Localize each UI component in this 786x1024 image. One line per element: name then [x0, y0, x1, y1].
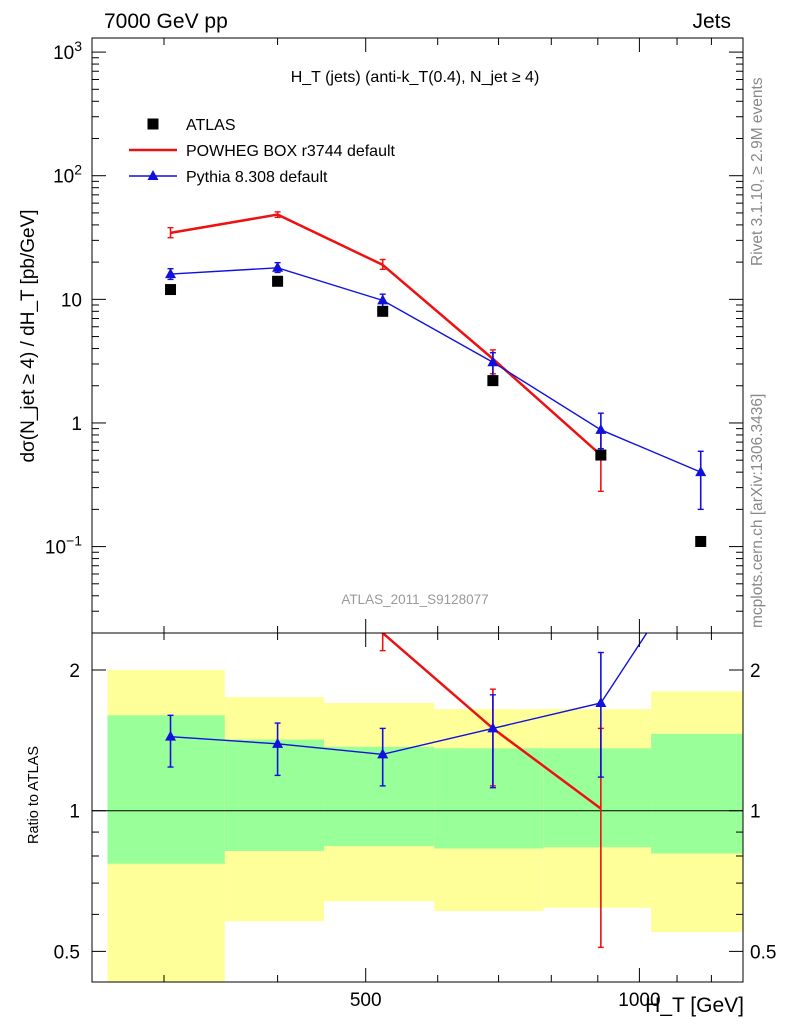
ratio-panel — [92, 633, 743, 982]
series-line — [170, 213, 602, 456]
uncertainty-band-inner — [224, 739, 325, 851]
x-axis-label: H_T [GeV] — [645, 994, 744, 1017]
y-tick-label: 10−1 — [45, 533, 82, 559]
atlas-data-point — [272, 275, 284, 287]
triangle-marker — [487, 356, 499, 367]
legend-label: ATLAS — [186, 117, 236, 134]
header-left: 7000 GeV pp — [104, 10, 228, 33]
ratio-triangle-marker — [165, 730, 177, 741]
uncertainty-band-inner — [651, 733, 743, 854]
y-tick-label: 102 — [53, 162, 82, 188]
x-tick-label: 1000 — [618, 990, 660, 1011]
atlas-data-point — [377, 305, 389, 317]
header-right: Jets — [692, 10, 731, 33]
main-plot-area — [165, 211, 707, 547]
ratio-series-line — [381, 633, 602, 810]
uncertainty-band-inner — [324, 746, 435, 847]
uncertainty-band-inner — [434, 748, 544, 849]
ratio-triangle-marker — [377, 748, 389, 759]
triangle-marker — [695, 466, 707, 477]
atlas-data-point — [165, 284, 177, 296]
ratio-y-tick-label-right: 0.5 — [750, 942, 776, 963]
x-tick-label: 500 — [350, 990, 382, 1011]
ratio-triangle-marker — [595, 696, 607, 707]
ratio-y-tick-label-right: 1 — [750, 802, 761, 823]
ratio-triangle-marker — [272, 737, 284, 748]
legend: ATLAS POWHEG BOX r3744 default Pythia 8.30… — [129, 117, 396, 186]
triangle-marker — [272, 261, 284, 272]
triangle-marker — [165, 268, 177, 279]
ratio-y-tick-label: 2 — [69, 661, 80, 682]
ratio-y-tick-label: 0.5 — [54, 942, 80, 963]
y-tick-label: 103 — [53, 38, 82, 64]
uncertainty-band-inner — [107, 715, 225, 864]
ratio-plot-area — [92, 633, 743, 982]
y-tick-label: 1 — [71, 414, 82, 435]
source-credit: mcplots.cern.ch [arXiv:1306.3436] — [749, 394, 766, 628]
ratio-y-tick-label-right: 2 — [750, 661, 761, 682]
uncertainty-band-inner — [543, 748, 652, 848]
legend-marker-pythia — [147, 170, 159, 180]
y-tick-label: 10 — [61, 290, 82, 311]
legend-marker-atlas — [147, 118, 159, 130]
ratio-y-axis-label: Ratio to ATLAS — [26, 746, 42, 844]
rivet-credit: Rivet 3.1.10, ≥ 2.9M events — [749, 77, 766, 266]
main-panel: ATLAS POWHEG BOX r3744 default Pythia 8.30… — [129, 117, 707, 547]
series-line — [170, 267, 701, 473]
y-axis-label: dσ(N_jet ≥ 4) / dH_T [pb/GeV] — [18, 209, 39, 462]
triangle-marker — [377, 294, 389, 305]
triangle-marker — [595, 423, 607, 434]
legend-label: POWHEG BOX r3744 default — [186, 143, 396, 160]
analysis-watermark: ATLAS_2011_S9128077 — [341, 592, 488, 607]
ratio-series-line — [170, 633, 648, 756]
atlas-data-point — [695, 535, 707, 547]
ratio-triangle-marker — [487, 722, 499, 733]
ratio-frame — [91, 632, 744, 983]
ratio-y-tick-label: 1 — [69, 802, 80, 823]
legend-label: Pythia 8.308 default — [186, 169, 328, 186]
atlas-data-point — [487, 375, 499, 387]
atlas-data-point — [595, 449, 607, 461]
plot-title: H_T (jets) (anti-k_T(0.4), N_jet ≥ 4) — [291, 69, 540, 86]
